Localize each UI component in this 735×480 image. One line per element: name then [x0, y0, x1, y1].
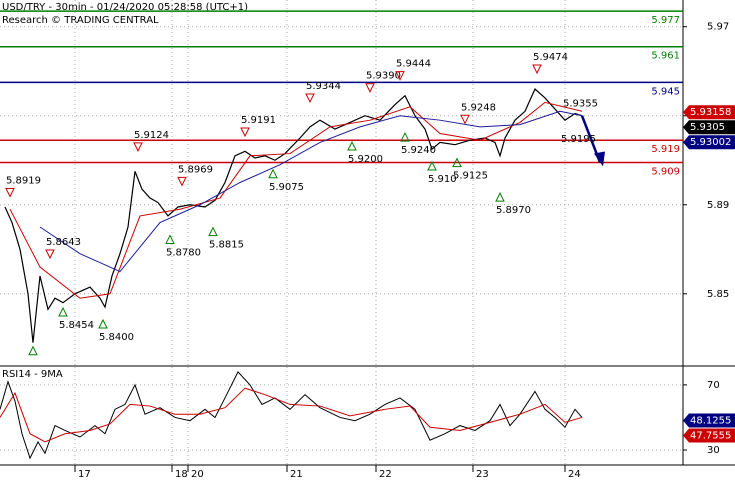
series-line	[4, 88, 583, 343]
pivot-label: 5.9200	[348, 154, 383, 165]
pivot-label: 5.9125	[453, 171, 488, 182]
price-box-label: 5.93002	[690, 137, 731, 148]
chart-subtitle: Research © TRADING CENTRAL	[2, 15, 159, 26]
level-label: 5.977	[651, 15, 680, 26]
level-label: 5.919	[651, 144, 680, 155]
price-box-label: 5.93158	[690, 107, 731, 118]
pivot-marker	[177, 176, 187, 187]
y-tick-label: 5.97	[707, 22, 729, 33]
pivot-label: 5.9344	[306, 81, 341, 92]
price-box	[683, 135, 735, 150]
pivot-marker	[400, 131, 410, 142]
pivot-marker	[495, 192, 505, 202]
pivot-label: 5.8815	[209, 240, 244, 251]
x-tick-label: 24	[568, 469, 581, 480]
price-box-label: 5.9305	[690, 122, 725, 133]
pivot-marker	[395, 71, 405, 81]
note-label: 5.9355	[563, 98, 598, 109]
pivot-marker	[240, 127, 250, 138]
x-tick-label: 21	[290, 469, 303, 480]
pivot-label: 5.8400	[99, 332, 134, 343]
x-tick-label: 22	[379, 469, 392, 480]
pivot-marker	[133, 142, 143, 153]
x-tick-label: 17	[78, 469, 91, 480]
pivot-marker	[58, 306, 68, 317]
pivot-marker	[452, 157, 462, 168]
pivot-label: 5.8780	[166, 247, 201, 258]
pivot-marker	[208, 226, 218, 237]
price-box	[683, 120, 735, 135]
price-box	[683, 105, 735, 120]
pivot-marker	[28, 345, 38, 356]
pivot-label: 5.8970	[496, 205, 531, 216]
pivot-label: 5.910	[428, 174, 457, 185]
pivot-label: 5.9474	[533, 52, 568, 63]
price-box	[683, 413, 735, 428]
price-box-label: 48.1255	[690, 416, 731, 427]
pivot-label: 5.9390	[366, 71, 401, 82]
pivot-marker	[45, 249, 55, 260]
pivot-label: 5.9124	[134, 130, 169, 141]
pivot-label: 5.9248	[461, 102, 496, 113]
pivot-marker	[427, 160, 437, 171]
y-tick-label: 5.89	[707, 200, 729, 211]
price-box-label: 47.7555	[690, 431, 731, 442]
series-line	[0, 371, 583, 460]
rsi-title: RSI14 - 9MA	[2, 369, 63, 380]
pivot-label: 5.9075	[269, 182, 304, 193]
series-line	[9, 101, 583, 299]
pivot-label: 5.8969	[178, 164, 213, 175]
y-tick-label: 70	[707, 380, 720, 391]
level-label: 5.909	[651, 166, 680, 177]
pivot-marker	[98, 318, 108, 329]
x-tick-label: 18	[175, 469, 188, 480]
chart-title: USD/TRY - 30min - 01/24/2020 05:28:58 (U…	[2, 2, 248, 13]
pivot-label: 5.9240	[401, 145, 436, 156]
pivot-label: 5.8454	[59, 320, 94, 331]
pivot-label: 5.9191	[241, 115, 276, 126]
x-tick-label: 23	[476, 469, 489, 480]
pivot-marker	[165, 234, 175, 244]
x-tick-label: 20	[191, 469, 204, 480]
pivot-marker	[365, 83, 375, 93]
series-line	[39, 110, 583, 273]
note-label: 5.9195	[561, 134, 596, 145]
level-label: 5.945	[651, 86, 680, 97]
pivot-label: 5.8643	[46, 237, 81, 248]
pivot-marker	[5, 188, 15, 198]
y-tick-label: 30	[707, 445, 720, 456]
series-line	[0, 387, 583, 443]
pivot-marker	[305, 93, 315, 104]
pivot-label: 5.8919	[6, 176, 41, 187]
pivot-label: 5.9444	[396, 59, 431, 70]
pivot-marker	[460, 114, 470, 125]
price-box	[683, 428, 735, 443]
pivot-marker	[347, 140, 357, 151]
pivot-marker	[532, 64, 542, 75]
pivot-marker	[268, 168, 278, 179]
y-tick-label: 5.85	[707, 289, 729, 300]
level-label: 5.961	[651, 51, 680, 62]
forecast-arrowhead	[594, 151, 605, 167]
